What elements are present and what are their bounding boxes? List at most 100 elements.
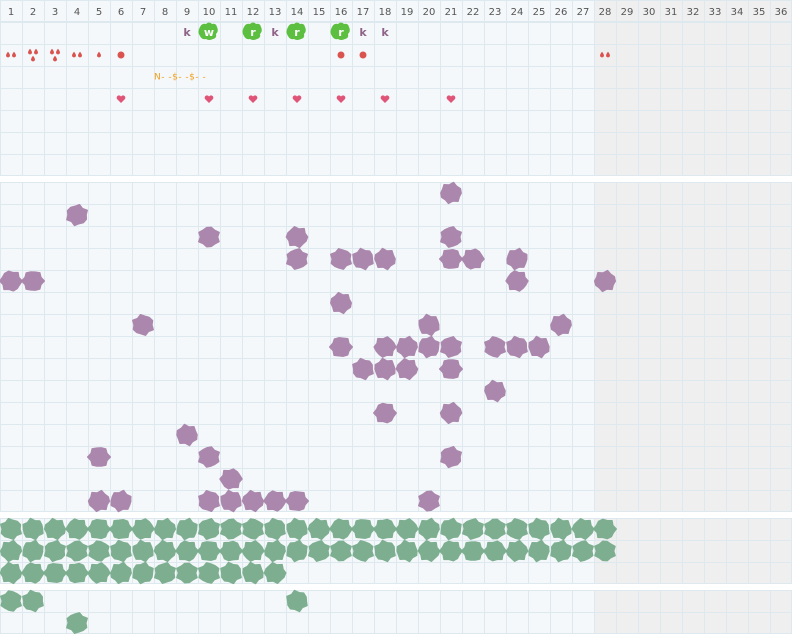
blob: [0, 590, 22, 612]
blob: [198, 446, 220, 468]
day-number: 6: [118, 7, 124, 18]
blob: [506, 518, 528, 540]
blob: [263, 490, 287, 512]
blob: [506, 247, 528, 271]
blob: [594, 540, 616, 562]
blob: [22, 517, 44, 541]
blob: [593, 518, 617, 540]
blob: [196, 541, 222, 561]
blob: [330, 291, 353, 315]
blob: [154, 562, 176, 584]
blob: [440, 181, 462, 205]
heart: [446, 95, 456, 103]
day-number: 33: [709, 7, 722, 18]
blob: [374, 539, 396, 563]
day-number: 22: [467, 7, 480, 18]
blob: [395, 358, 419, 381]
blob: [396, 539, 418, 563]
blob: [460, 541, 486, 561]
blob: [43, 517, 67, 541]
blob: [66, 203, 88, 227]
heart: [204, 95, 214, 103]
blob: [66, 540, 88, 562]
blob: [550, 539, 572, 563]
day-number: 8: [162, 7, 168, 18]
blob: [198, 562, 220, 584]
dot: [117, 51, 125, 59]
blob: [440, 445, 462, 469]
drop: [6, 51, 10, 58]
blob: [0, 270, 23, 292]
blob: [20, 271, 46, 291]
letter-mark: k: [183, 26, 191, 39]
blob: [439, 540, 463, 562]
blob: [88, 540, 110, 562]
blob: [396, 335, 418, 359]
shaded-days: [594, 518, 792, 584]
blob: [352, 540, 374, 562]
day-number: 32: [687, 7, 700, 18]
drop: [12, 51, 16, 58]
blob: [438, 249, 464, 269]
blob: [131, 518, 155, 540]
drop: [28, 48, 32, 55]
blob: [528, 539, 550, 563]
blob: [132, 539, 154, 563]
blob: [21, 562, 45, 584]
blob: [220, 489, 242, 513]
blob: [110, 561, 132, 585]
day-number: 1: [8, 7, 14, 18]
day-number: 36: [775, 7, 788, 18]
day-number: 16: [335, 7, 348, 18]
blob: [153, 517, 177, 541]
blob: [418, 335, 440, 359]
day-number: 18: [379, 7, 392, 18]
blob: [132, 561, 154, 585]
shaded-days: [594, 182, 792, 512]
blob: [286, 539, 308, 563]
blob: [373, 518, 398, 540]
blob: [176, 423, 198, 447]
blob: [571, 518, 595, 540]
blob: [242, 518, 264, 540]
blob: [175, 540, 199, 562]
day-number: 29: [621, 7, 634, 18]
letter-mark: k: [271, 26, 279, 39]
dot: [337, 51, 345, 59]
blob: [418, 313, 440, 337]
blob: [373, 336, 397, 358]
blob: [550, 313, 572, 337]
drop: [31, 55, 35, 62]
day-number: 35: [753, 7, 766, 18]
blob: [395, 518, 419, 540]
blob: [484, 518, 506, 540]
blob: [440, 336, 462, 358]
blob: [285, 226, 309, 249]
day-number: 2: [30, 7, 36, 18]
badge: [242, 22, 262, 40]
blob: [264, 517, 286, 541]
blob: [219, 540, 244, 562]
badge: [198, 22, 218, 40]
blob: [328, 337, 354, 357]
blob: [593, 269, 617, 293]
drop: [97, 51, 101, 58]
blob: [440, 517, 462, 541]
blob: [86, 447, 112, 467]
day-number: 15: [313, 7, 326, 18]
day-number: 21: [445, 7, 458, 18]
blob: [264, 539, 286, 563]
blob: [65, 518, 89, 540]
blob: [22, 589, 44, 613]
note: N- -$- -$- -: [154, 73, 206, 83]
blob: [286, 517, 308, 541]
day-number: 30: [643, 7, 656, 18]
blob: [374, 247, 396, 271]
blob: [176, 517, 198, 541]
blob: [484, 379, 506, 403]
blob: [461, 248, 485, 270]
blob: [484, 336, 506, 358]
blob: [44, 539, 66, 563]
badge-letter: r: [338, 26, 344, 39]
